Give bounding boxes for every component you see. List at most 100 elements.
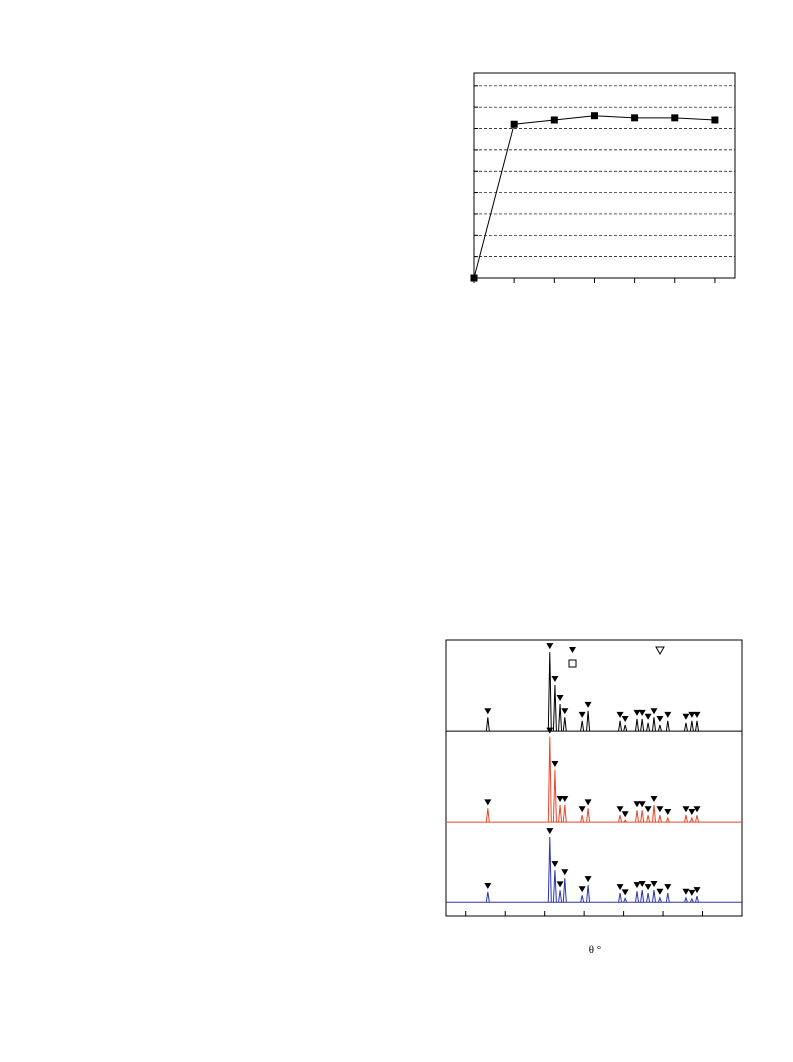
data-point — [590, 112, 598, 120]
peak — [580, 720, 585, 732]
plot-frame — [473, 72, 736, 279]
peak — [695, 720, 700, 732]
phase-symbol — [656, 716, 664, 723]
phase-symbol — [650, 881, 658, 888]
peak — [547, 837, 552, 903]
peak — [683, 722, 688, 732]
phase-symbol — [644, 884, 652, 891]
peak — [580, 815, 585, 823]
peak — [657, 724, 662, 732]
data-point — [631, 114, 639, 122]
peak — [665, 720, 670, 732]
peak — [640, 718, 645, 732]
phase-symbol — [688, 711, 696, 718]
phase-symbol — [656, 806, 664, 813]
peak — [689, 897, 694, 903]
peak — [646, 893, 651, 903]
peak — [623, 819, 628, 823]
phase-symbol — [693, 887, 701, 894]
peak — [651, 717, 656, 732]
peak — [552, 870, 557, 903]
peak — [683, 815, 688, 823]
phase-symbol — [682, 806, 690, 813]
peak — [640, 889, 645, 903]
peak — [586, 808, 591, 823]
phase-symbol — [664, 711, 672, 718]
legend-symbol — [569, 647, 576, 653]
phase-symbol — [693, 806, 701, 813]
peak — [657, 815, 662, 823]
phase-symbol — [484, 799, 492, 806]
phase-symbol — [682, 888, 690, 895]
phase-symbol — [644, 806, 652, 813]
peak — [689, 816, 694, 823]
peak — [665, 816, 670, 823]
peak — [562, 717, 567, 732]
peak — [623, 896, 628, 903]
phase-symbol — [621, 811, 629, 818]
peak — [547, 652, 552, 732]
peak — [485, 891, 490, 903]
phase-symbol — [484, 708, 492, 715]
peak — [552, 684, 557, 732]
phase-symbol — [584, 876, 592, 883]
peak — [640, 810, 645, 823]
phase-symbol — [638, 801, 646, 808]
peak — [547, 736, 552, 823]
phase-symbol — [664, 884, 672, 891]
peak — [586, 710, 591, 732]
peak — [618, 720, 623, 732]
peak — [651, 889, 656, 903]
peak — [623, 724, 628, 732]
phase-symbol — [688, 809, 696, 816]
peak — [580, 895, 585, 903]
phase-symbol — [633, 882, 641, 889]
phase-symbol — [561, 708, 569, 715]
phase-symbol — [616, 806, 624, 813]
peak — [552, 769, 557, 823]
peak — [558, 890, 563, 903]
phase-symbol — [644, 713, 652, 720]
phase-symbol — [650, 796, 658, 803]
phase-symbol — [584, 701, 592, 708]
phase-symbol — [551, 675, 559, 682]
phase-symbol — [688, 889, 696, 896]
phase-symbol — [693, 711, 701, 718]
x-axis-label: θ ° — [589, 944, 601, 956]
peak — [586, 885, 591, 903]
peak — [558, 704, 563, 732]
phase-symbol — [578, 806, 586, 813]
peak — [558, 805, 563, 823]
phase-symbol — [656, 888, 664, 895]
phase-symbol — [584, 799, 592, 806]
phase-symbol — [633, 709, 641, 716]
phase-symbol — [561, 796, 569, 803]
peak — [618, 815, 623, 823]
data-point — [671, 114, 679, 122]
phase-symbol — [561, 869, 569, 876]
peak — [646, 815, 651, 823]
phase-symbol — [551, 760, 559, 767]
peak — [689, 720, 694, 732]
phase-symbol — [616, 711, 624, 718]
phase-symbol — [621, 889, 629, 896]
data-point — [510, 120, 518, 128]
peak — [695, 896, 699, 903]
peak — [657, 896, 662, 903]
peak — [562, 878, 567, 903]
peak — [635, 810, 640, 823]
data-point — [711, 116, 719, 124]
phase-symbol — [546, 727, 554, 734]
phase-symbol — [638, 881, 646, 888]
phase-symbol — [682, 713, 690, 720]
peak — [651, 805, 656, 823]
phase-symbol — [650, 708, 658, 715]
phase-symbol — [621, 716, 629, 723]
peak — [635, 891, 640, 903]
plot-frame — [445, 639, 743, 917]
peak — [683, 896, 688, 903]
peak — [618, 893, 623, 903]
peak — [485, 808, 490, 823]
phase-symbol — [616, 884, 624, 891]
